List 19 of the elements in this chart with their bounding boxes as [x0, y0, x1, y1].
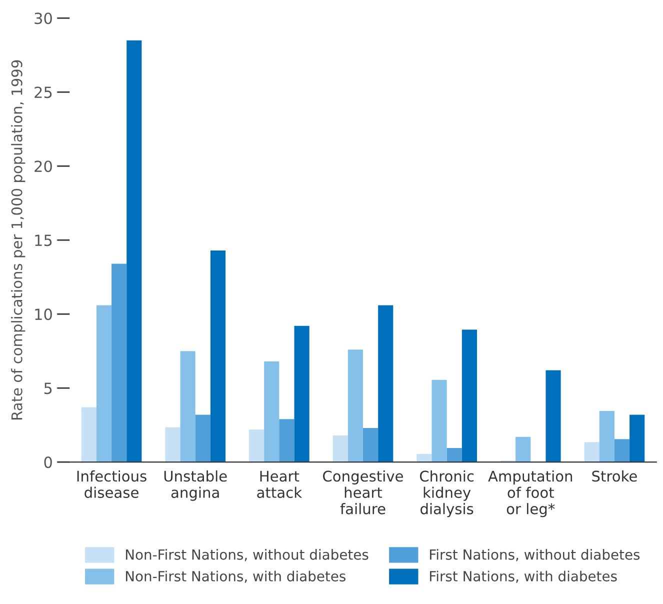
y-tick-label: 20 — [34, 160, 52, 172]
y-tick-label: 0 — [44, 456, 52, 468]
x-tick-label: Amputation of foot or leg* — [488, 470, 572, 518]
y-axis-title: Rate of complications per 1,000 population, 1999 — [11, 60, 26, 420]
x-tick-label: Heart attack — [257, 470, 302, 498]
legend-label: First Nations, without diabetes — [430, 549, 640, 562]
x-tick-label: Stroke — [592, 470, 637, 482]
x-tick-label: Congestive heart failure — [323, 470, 403, 514]
x-tick-label: Infectious disease — [77, 470, 146, 498]
y-tick-label: 5 — [44, 382, 52, 394]
x-tick-label: Chronic kidney dialysis — [420, 470, 474, 518]
y-tick-label: 30 — [34, 12, 52, 24]
y-tick-label: 25 — [34, 86, 52, 98]
y-tick-label: 10 — [35, 308, 52, 320]
legend-label: Non-First Nations, without diabetes — [126, 549, 368, 562]
legend-label: Non-First Nations, with diabetes — [126, 570, 346, 583]
legend-label: First Nations, with diabetes — [430, 570, 617, 583]
y-tick-label: 15 — [35, 234, 52, 246]
x-tick-label: Unstable angina — [164, 470, 227, 501]
